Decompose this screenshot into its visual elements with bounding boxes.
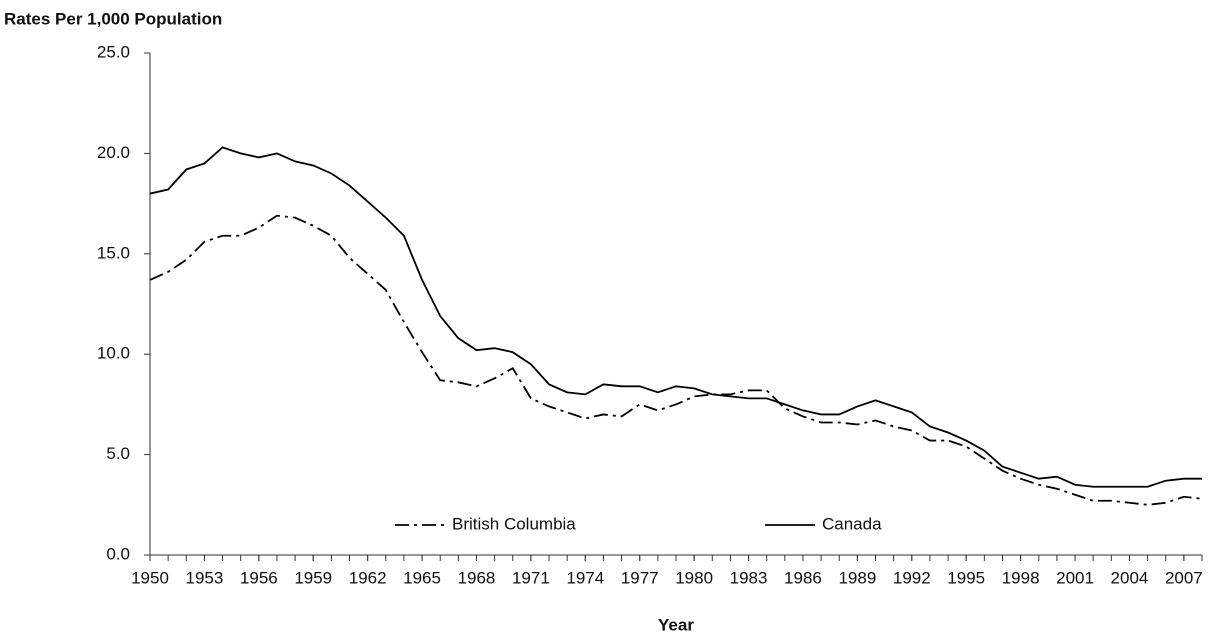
x-axis-title: Year — [658, 615, 694, 634]
legend-label: Canada — [822, 514, 882, 533]
x-tick-label: 1950 — [131, 568, 169, 587]
x-tick-label: 1986 — [784, 568, 822, 587]
series-line — [149, 146, 1202, 488]
x-tick-label: 1995 — [947, 568, 985, 587]
x-tick-label: 1953 — [185, 568, 223, 587]
legend-label: British Columbia — [452, 514, 576, 533]
x-tick-label: 1989 — [838, 568, 876, 587]
x-tick-label: 1965 — [403, 568, 441, 587]
series-line — [149, 214, 1203, 506]
y-tick-label: 5.0 — [106, 444, 130, 463]
x-tick-label: 1968 — [458, 568, 496, 587]
x-tick-label: 1956 — [240, 568, 278, 587]
x-tick-label: 2007 — [1165, 568, 1203, 587]
y-tick-label: 15.0 — [97, 243, 130, 262]
x-tick-label: 2001 — [1056, 568, 1094, 587]
x-tick-label: 2004 — [1111, 568, 1149, 587]
y-tick-label: 0.0 — [106, 544, 130, 563]
x-tick-label: 1962 — [349, 568, 387, 587]
x-tick-label: 1983 — [730, 568, 768, 587]
y-axis-title: Rates Per 1,000 Population — [4, 9, 222, 28]
x-tick-label: 1992 — [893, 568, 931, 587]
x-tick-label: 1998 — [1002, 568, 1040, 587]
y-tick-label: 10.0 — [97, 344, 130, 363]
x-tick-label: 1959 — [294, 568, 332, 587]
x-tick-label: 1974 — [566, 568, 604, 587]
x-tick-label: 1971 — [512, 568, 550, 587]
y-tick-label: 20.0 — [97, 143, 130, 162]
x-tick-label: 1980 — [675, 568, 713, 587]
x-tick-label: 1977 — [621, 568, 659, 587]
y-tick-label: 25.0 — [97, 42, 130, 61]
